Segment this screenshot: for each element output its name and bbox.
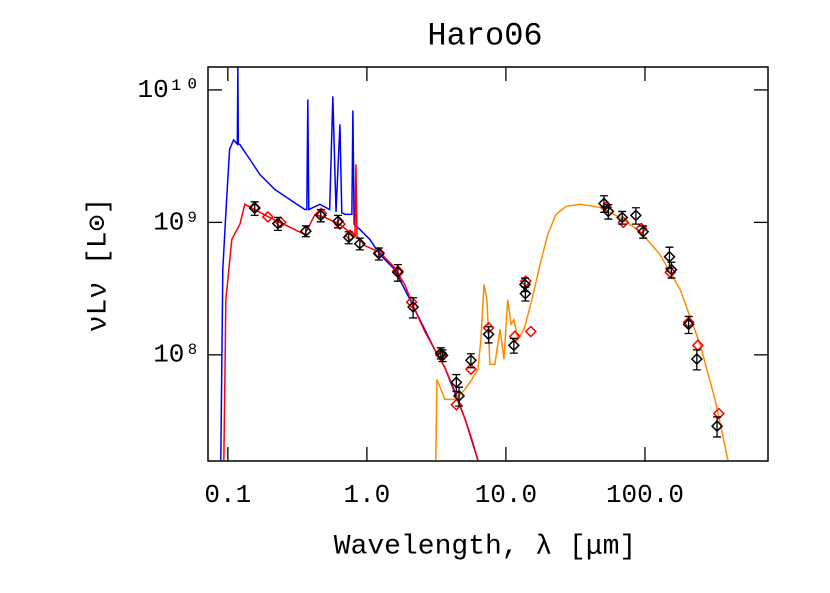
- data-point: [519, 275, 532, 288]
- x-tick-label: 10.0: [475, 480, 537, 510]
- y-axis-label: νLν [L⊙]: [83, 198, 114, 332]
- data-point: [261, 210, 274, 223]
- data-point: [519, 287, 532, 300]
- data-point: [637, 225, 650, 238]
- data-point: [602, 205, 615, 218]
- data-point: [711, 420, 724, 433]
- plot-area: [220, 67, 729, 461]
- x-tick-label: 100.0: [606, 480, 684, 510]
- data-point: [690, 352, 703, 366]
- data-point: [342, 231, 355, 244]
- data-point: [271, 217, 284, 230]
- data-point: [629, 209, 642, 222]
- data-point: [436, 349, 449, 362]
- model-line: [435, 203, 729, 461]
- y-tick-label: 10⁹: [153, 207, 200, 237]
- data-point: [331, 215, 345, 228]
- data-point: [597, 197, 611, 210]
- data-point: [507, 339, 520, 352]
- data-point: [407, 300, 420, 314]
- data-point: [405, 296, 418, 309]
- error-bar: [692, 349, 701, 371]
- data-point: [353, 237, 366, 250]
- data-point: [682, 318, 695, 331]
- axes-frame: [207, 66, 769, 462]
- data-point: [635, 222, 648, 235]
- model-line: [223, 164, 479, 461]
- data-point: [712, 407, 725, 420]
- data-point: [616, 211, 629, 224]
- data-point: [299, 225, 312, 238]
- data-point: [482, 328, 495, 341]
- data-point: [524, 325, 537, 338]
- y-tick-label: 10⁸: [153, 340, 200, 370]
- x-axis-label: Wavelength, λ [μm]: [334, 531, 636, 562]
- data-point: [333, 218, 346, 231]
- x-tick-label: 1.0: [343, 480, 390, 510]
- data-point: [665, 263, 678, 276]
- data-point: [372, 247, 385, 260]
- chart-title: Haro06: [427, 17, 542, 54]
- data-point: [248, 202, 261, 215]
- data-point: [391, 266, 404, 279]
- x-tick-label: 0.1: [204, 480, 251, 510]
- data-point: [314, 209, 327, 222]
- data-point: [464, 354, 477, 367]
- y-tick-label: 10¹⁰: [138, 75, 200, 105]
- model-line: [220, 67, 479, 461]
- data-point: [452, 389, 466, 402]
- data-point: [434, 348, 447, 361]
